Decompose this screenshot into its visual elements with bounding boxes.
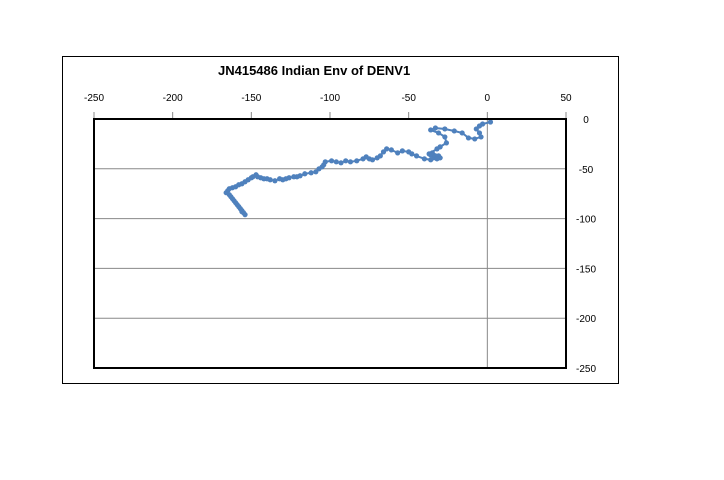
data-point <box>374 155 380 161</box>
data-point <box>399 148 405 154</box>
x-axis-ticks: -250 -200 -150 -100 -50 0 50 <box>84 93 572 119</box>
x-tick-label: -150 <box>241 93 261 104</box>
data-point <box>239 209 245 215</box>
data-point <box>308 170 314 176</box>
x-tick-label: -100 <box>320 93 340 104</box>
x-tick-label: 50 <box>560 93 572 104</box>
y-tick-label: 0 <box>583 115 589 126</box>
data-point <box>435 130 442 136</box>
data-point <box>428 152 434 158</box>
chart-frame: JN415486 Indian Env of DENV1 -250 -200 -15… <box>62 56 619 384</box>
y-tick-label: -150 <box>576 264 596 275</box>
data-point <box>333 159 339 165</box>
data-point <box>354 158 360 164</box>
data-point <box>338 160 344 166</box>
x-tick-label: -50 <box>401 93 416 104</box>
data-point <box>406 149 412 155</box>
series-layer <box>223 119 494 218</box>
grid-layer <box>94 119 566 368</box>
y-axis-ticks: 0 -50 -100 -150 -200 -250 <box>576 115 596 375</box>
data-point <box>476 130 483 136</box>
data-point <box>277 176 283 182</box>
data-point <box>272 178 278 184</box>
data-point <box>343 158 349 164</box>
data-point <box>421 156 427 162</box>
data-point <box>395 150 401 156</box>
data-point <box>413 153 420 159</box>
data-point <box>360 156 366 162</box>
data-point <box>380 149 387 155</box>
y-tick-label: -100 <box>576 215 596 226</box>
x-tick-label: -250 <box>84 93 104 104</box>
data-point <box>434 156 440 162</box>
data-point <box>313 169 319 175</box>
data-point <box>472 136 478 142</box>
data-point <box>428 157 434 163</box>
x-tick-label: 0 <box>485 93 491 104</box>
data-point <box>442 126 448 132</box>
data-point <box>388 147 394 153</box>
data-point <box>465 135 472 141</box>
data-point <box>432 125 439 131</box>
data-point <box>478 134 484 140</box>
x-tick-label: -200 <box>163 93 183 104</box>
data-point <box>451 128 457 134</box>
data-point <box>428 127 434 133</box>
data-point <box>434 146 440 152</box>
y-tick-label: -250 <box>576 364 596 375</box>
data-point <box>442 134 448 140</box>
data-point <box>459 130 465 136</box>
data-point <box>328 158 335 164</box>
chart-title: JN415486 Indian Env of DENV1 <box>218 63 410 78</box>
data-point <box>443 140 450 146</box>
y-tick-label: -200 <box>576 314 596 325</box>
data-point <box>473 126 479 132</box>
y-tick-label: -50 <box>579 165 594 176</box>
data-point <box>291 174 297 180</box>
plot-area-border <box>93 118 567 369</box>
chart-svg: JN415486 Indian Env of DENV1 -250 -200 -15… <box>84 63 596 375</box>
data-point <box>302 171 308 177</box>
data-point <box>347 159 354 165</box>
data-point <box>487 119 494 125</box>
